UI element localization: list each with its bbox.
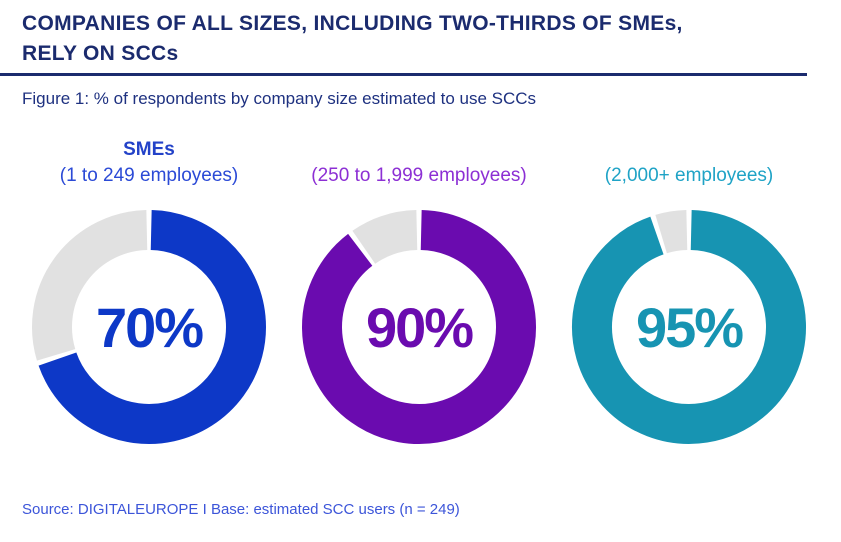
donut-segment-filled [572, 210, 806, 444]
donut-category-label: (2,000+ employees) [604, 165, 774, 186]
title-divider [0, 73, 807, 76]
donut-segment-remainder [655, 210, 688, 254]
donut-category-label: (1 to 249 employees) [59, 165, 239, 186]
donut-chart: 70% [31, 209, 267, 445]
figure-caption: Figure 1: % of respondents by company si… [22, 89, 537, 108]
donut-value-label: 70% [95, 295, 204, 359]
page-title: COMPANIES OF ALL SIZES, INCLUDING TWO-TH… [22, 12, 683, 65]
donut-chart: 90% [301, 209, 537, 445]
donut-value-label: 90% [365, 295, 474, 359]
donut-segment-filled [302, 210, 536, 444]
donut-legend: (250 to 1,999 employees) [311, 137, 526, 191]
donut-column: (2,000+ employees) 95% [554, 137, 824, 445]
donut-category-label: (250 to 1,999 employees) [311, 165, 527, 186]
donut-segment-remainder [352, 210, 419, 265]
donut-legend: SMEs (1 to 249 employees) [60, 137, 239, 191]
header: COMPANIES OF ALL SIZES, INCLUDING TWO-TH… [0, 0, 841, 109]
donut-legend: (2,000+ employees) [605, 137, 773, 191]
donut-series-name: SMEs [123, 139, 175, 160]
donut-column: SMEs (1 to 249 employees) 70% [14, 137, 284, 445]
donut-segment-remainder [32, 210, 148, 361]
donut-series-name [311, 137, 526, 163]
donut-chart-row: SMEs (1 to 249 employees) 70% (250 to 1,… [14, 137, 841, 445]
donut-segment-filled [38, 210, 266, 444]
donut-series-name [605, 137, 773, 163]
donut-ring [32, 210, 266, 444]
source-note: Source: DIGITALEUROPE I Base: estimated … [22, 501, 460, 518]
donut-value-label: 95% [635, 295, 744, 359]
donut-column: (250 to 1,999 employees) 90% [284, 137, 554, 445]
donut-ring [572, 210, 806, 444]
donut-chart: 95% [571, 209, 807, 445]
donut-ring [302, 210, 536, 444]
